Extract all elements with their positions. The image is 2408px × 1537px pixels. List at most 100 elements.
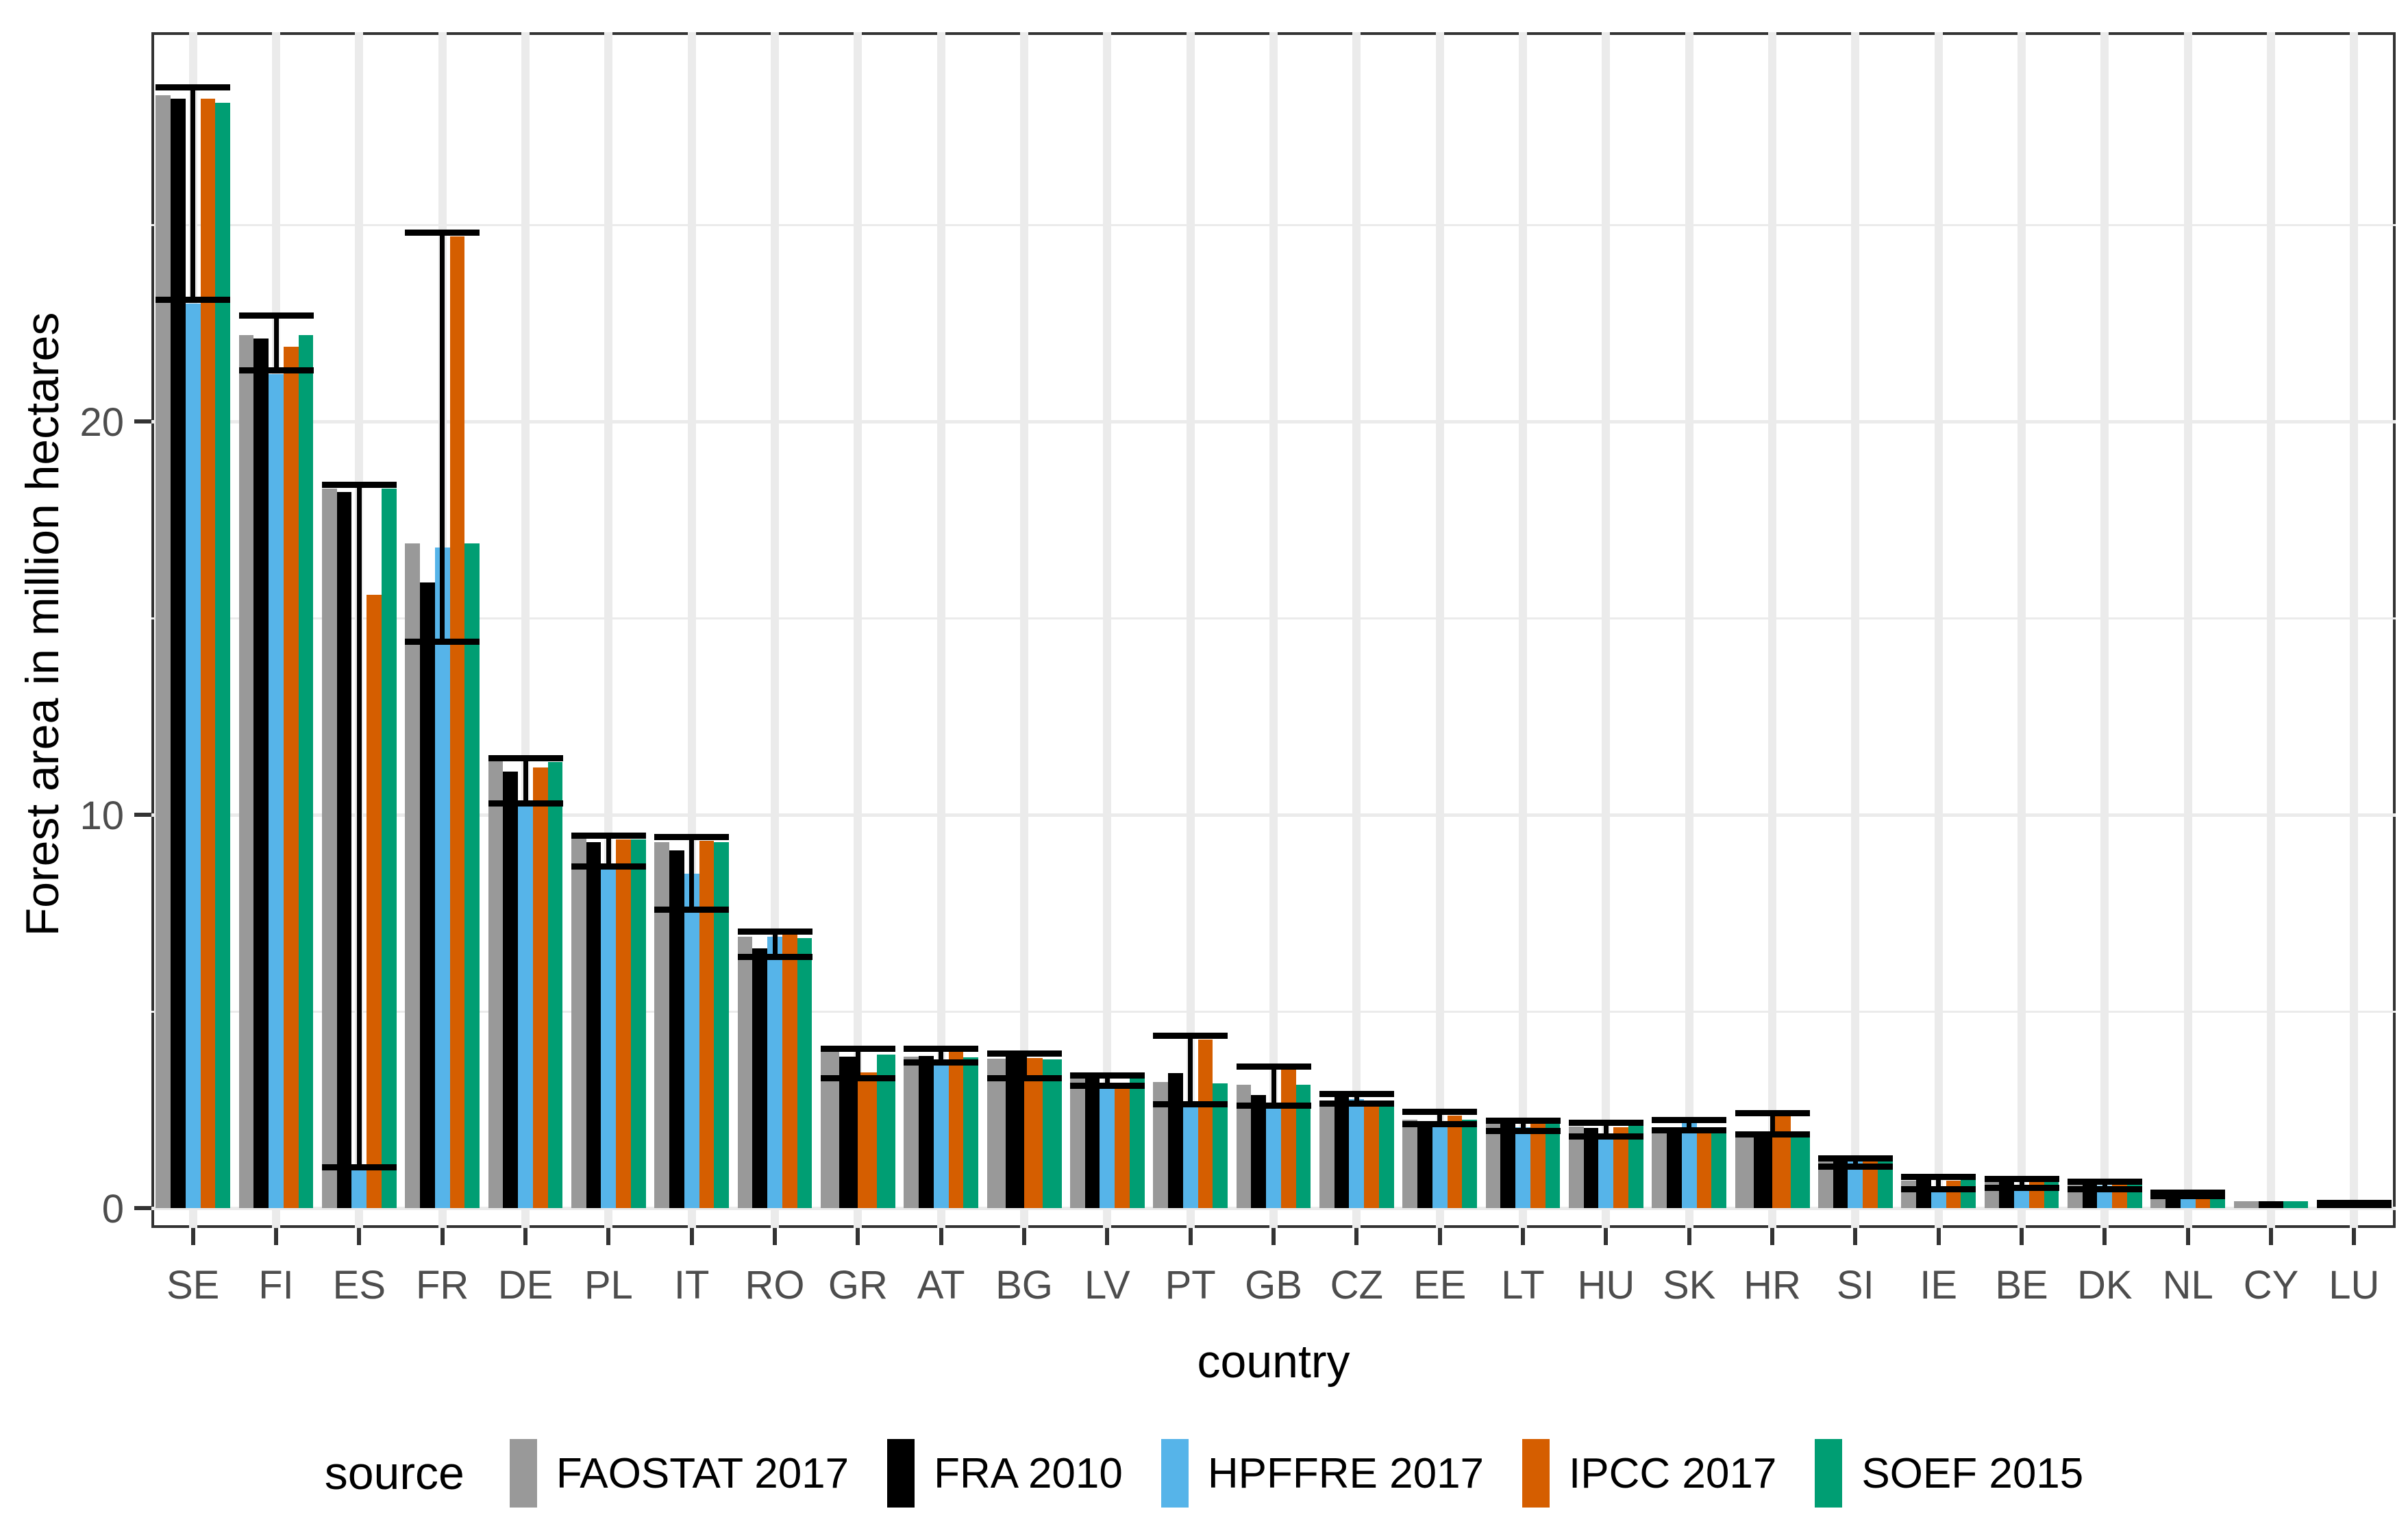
errorbar-stem-SK [1687, 1120, 1692, 1131]
x-tick-label-SE: SE [166, 1263, 220, 1307]
x-tick-label-CZ: CZ [1330, 1263, 1383, 1307]
x-tick-label-GR: GR [828, 1263, 888, 1307]
bar-HR-ipcc-2017 [1772, 1116, 1791, 1208]
errorbar-cap-top-LV [1069, 1072, 1145, 1079]
x-axis-tick [2020, 1228, 2024, 1245]
errorbar-cap-top-SE [156, 84, 231, 91]
bar-GB-soef-2015 [1295, 1084, 1311, 1208]
bar-LT-faostat-2017 [1485, 1122, 1501, 1208]
x-tick-label-EE: EE [1413, 1263, 1467, 1307]
bar-HR-soef-2015 [1791, 1132, 1810, 1208]
errorbar-stem-PL [606, 835, 611, 866]
vertical-gridline [2350, 32, 2359, 1228]
bar-HU-ipcc-2017 [1613, 1127, 1629, 1208]
errorbar-stem-GR [855, 1048, 860, 1078]
bar-CY-fra-2010 [2258, 1201, 2284, 1208]
x-axis-tick [440, 1228, 445, 1245]
bar-LV-hpffre-2017 [1100, 1086, 1115, 1208]
errorbar-stem-RO [772, 931, 778, 957]
legend-item-soef-2015: SOEF 2015 [1815, 1439, 2083, 1508]
bar-BG-faostat-2017 [986, 1058, 1006, 1208]
major-gridline [151, 1207, 2396, 1210]
legend-label: FAOSTAT 2017 [556, 1449, 849, 1497]
legend-swatch [1815, 1439, 1843, 1508]
bar-AT-faostat-2017 [904, 1057, 919, 1208]
x-tick-label-ES: ES [332, 1263, 386, 1307]
bar-CZ-faostat-2017 [1319, 1105, 1335, 1208]
bar-CZ-hpffre-2017 [1349, 1099, 1365, 1208]
bar-AT-soef-2015 [963, 1057, 979, 1208]
errorbar-cap-bottom-RO [737, 953, 812, 960]
bar-LT-fra-2010 [1500, 1120, 1516, 1208]
errorbar-stem-DK [2102, 1181, 2107, 1189]
errorbar-cap-top-IT [654, 833, 730, 840]
vertical-gridline [1435, 32, 1444, 1228]
bar-GB-hpffre-2017 [1266, 1108, 1281, 1208]
errorbar-cap-bottom-SE [156, 297, 231, 304]
bar-SE-faostat-2017 [156, 95, 171, 1208]
y-tick-label: 0 [101, 1187, 124, 1231]
errorbar-cap-top-GR [820, 1045, 895, 1052]
errorbar-cap-top-DE [488, 754, 563, 761]
bar-HU-faostat-2017 [1568, 1126, 1584, 1208]
x-tick-label-AT: AT [917, 1263, 965, 1307]
errorbar-cap-top-HR [1735, 1110, 1810, 1117]
x-tick-label-IT: IT [673, 1263, 710, 1307]
bar-SI-soef-2015 [1878, 1160, 1893, 1208]
bar-SK-soef-2015 [1711, 1132, 1727, 1208]
errorbar-cap-bottom-LT [1485, 1127, 1561, 1134]
bar-HR-fra-2010 [1753, 1135, 1772, 1208]
legend-swatch [509, 1439, 537, 1508]
x-tick-label-HU: HU [1577, 1263, 1635, 1307]
errorbar-stem-IT [689, 836, 695, 909]
vertical-gridline [1934, 32, 1943, 1228]
bar-AT-fra-2010 [918, 1056, 934, 1208]
bar-ES-ipcc-2017 [367, 594, 382, 1208]
bar-ES-hpffre-2017 [351, 1170, 367, 1208]
errorbar-cap-top-HU [1568, 1120, 1643, 1127]
bar-GB-ipcc-2017 [1280, 1069, 1296, 1208]
bar-IT-ipcc-2017 [699, 840, 715, 1208]
x-axis-tick [2352, 1228, 2357, 1245]
vertical-gridline [2100, 32, 2109, 1228]
x-axis-tick [773, 1228, 777, 1245]
errorbar-cap-top-FR [405, 230, 480, 236]
vertical-gridline [1352, 32, 1361, 1228]
errorbar-cap-bottom-PT [1153, 1101, 1228, 1107]
bar-SK-ipcc-2017 [1696, 1127, 1712, 1208]
bar-PL-ipcc-2017 [616, 839, 632, 1208]
vertical-gridline [1020, 32, 1028, 1228]
errorbar-cap-top-NL [2150, 1190, 2226, 1196]
vertical-gridline [1186, 32, 1195, 1228]
bar-SE-soef-2015 [215, 103, 231, 1208]
x-axis-tick [2185, 1228, 2190, 1245]
bar-LT-hpffre-2017 [1515, 1127, 1530, 1208]
legend-label: SOEF 2015 [1861, 1449, 2084, 1497]
bar-FR-hpffre-2017 [434, 547, 450, 1208]
bar-RO-ipcc-2017 [782, 935, 797, 1208]
bar-FI-faostat-2017 [238, 334, 254, 1208]
bar-LV-soef-2015 [1130, 1076, 1145, 1208]
errorbar-stem-GB [1271, 1066, 1276, 1105]
x-tick-label-BE: BE [1995, 1263, 2048, 1307]
errorbar-cap-bottom-FI [238, 367, 314, 374]
errorbar-cap-bottom-IE [1901, 1185, 1976, 1192]
vertical-gridline [1103, 32, 1112, 1228]
errorbar-cap-bottom-SI [1817, 1163, 1893, 1170]
bar-CY-faostat-2017 [2233, 1201, 2259, 1208]
bar-BE-hpffre-2017 [2014, 1186, 2029, 1208]
x-axis-tick [1022, 1228, 1026, 1245]
minor-gridline [151, 617, 2396, 619]
bar-HR-faostat-2017 [1735, 1136, 1754, 1208]
errorbar-cap-top-IE [1901, 1174, 1976, 1181]
x-tick-label-PL: PL [584, 1263, 633, 1307]
x-axis-tick [1354, 1228, 1359, 1245]
vertical-gridline [1768, 32, 1776, 1228]
y-tick-label: 10 [79, 794, 124, 838]
bar-CZ-soef-2015 [1379, 1105, 1394, 1208]
minor-gridline [151, 1011, 2396, 1013]
x-tick-label-GB: GB [1245, 1263, 1302, 1307]
errorbar-cap-top-CZ [1319, 1090, 1394, 1097]
vertical-gridline [1851, 32, 1860, 1228]
legend-label: IPCC 2017 [1569, 1449, 1777, 1497]
